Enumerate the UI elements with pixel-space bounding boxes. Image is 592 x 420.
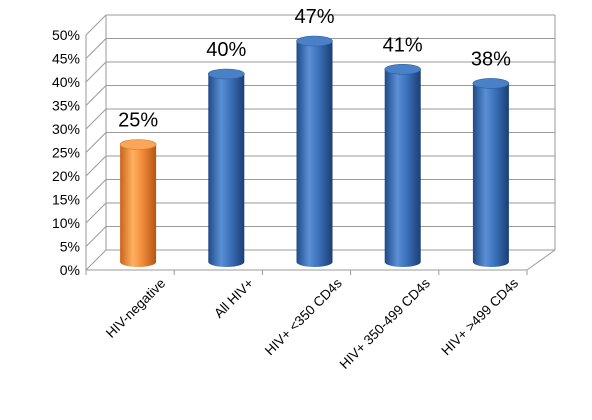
data-label: 25% bbox=[118, 110, 158, 132]
data-label: 47% bbox=[294, 6, 334, 28]
y-tick-label: 0% bbox=[60, 262, 80, 278]
bar bbox=[472, 78, 510, 268]
data-label: 38% bbox=[471, 48, 511, 70]
gridline-side bbox=[85, 14, 107, 36]
floor-right-edge bbox=[526, 249, 556, 271]
bar-top bbox=[119, 139, 157, 150]
bars bbox=[119, 35, 510, 268]
bar-top bbox=[472, 78, 510, 89]
x-tick-label: HIV+ <350 CD4s bbox=[262, 275, 345, 358]
bar bbox=[119, 139, 157, 267]
data-label: 40% bbox=[206, 39, 246, 61]
gridline-side bbox=[85, 132, 107, 153]
y-tick-label: 45% bbox=[52, 51, 80, 67]
y-tick-label: 30% bbox=[52, 121, 80, 137]
gridline-side bbox=[85, 85, 107, 106]
data-labels: 25% 40% 47% 41% 38% bbox=[118, 6, 511, 131]
x-tick-label: HIV-negative bbox=[103, 276, 168, 341]
x-tick-label: All HIV+ bbox=[211, 275, 256, 320]
gridline-side bbox=[85, 226, 107, 247]
gridline-side bbox=[85, 38, 107, 59]
y-tick-label: 15% bbox=[52, 192, 80, 208]
x-tick-label: HIV+ >499 CD4s bbox=[438, 275, 521, 358]
bar-top bbox=[296, 35, 333, 47]
bar-body bbox=[296, 41, 333, 267]
bar-top bbox=[208, 68, 245, 80]
y-tick-label: 25% bbox=[52, 145, 80, 161]
axes bbox=[85, 15, 556, 275]
bar-top bbox=[384, 64, 422, 75]
y-tick-label: 35% bbox=[52, 98, 80, 114]
data-label: 41% bbox=[383, 34, 423, 56]
gridline-side bbox=[85, 179, 107, 200]
y-tick-labels: 0% 5% 10% 15% 20% 25% 30% 35% 40% 45% 50% bbox=[52, 27, 80, 278]
gridline-side bbox=[85, 249, 107, 271]
y-tick-label: 10% bbox=[52, 215, 80, 231]
y-tick-label: 20% bbox=[52, 168, 80, 184]
bar-body bbox=[472, 83, 509, 268]
bar bbox=[296, 35, 333, 267]
x-tick-label: HIV+ 350-499 CD4s bbox=[337, 275, 433, 371]
gridline-side bbox=[85, 155, 107, 177]
bar-body bbox=[208, 74, 245, 267]
bar bbox=[384, 64, 422, 267]
y-tick-label: 50% bbox=[52, 27, 80, 43]
bar-body bbox=[384, 69, 421, 267]
y-tick-label: 5% bbox=[60, 239, 80, 255]
bar-body bbox=[120, 144, 157, 267]
y-tick-label: 40% bbox=[52, 74, 80, 90]
bar bbox=[208, 68, 245, 267]
gridline-side bbox=[85, 108, 107, 130]
gridline-side bbox=[85, 61, 107, 83]
gridline-side bbox=[85, 202, 107, 224]
